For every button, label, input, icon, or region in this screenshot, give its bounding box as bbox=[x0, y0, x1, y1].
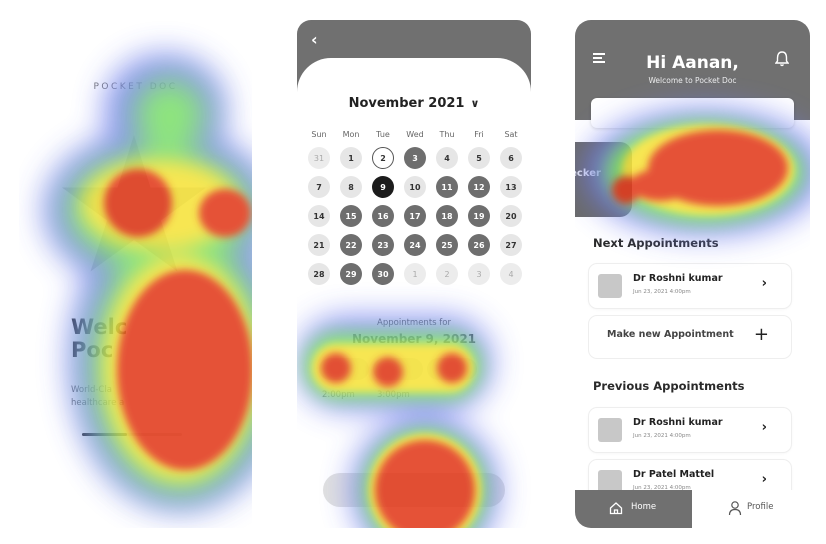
plus-icon: + bbox=[753, 324, 769, 345]
calendar-day[interactable]: 19 bbox=[468, 205, 490, 227]
calendar-day[interactable]: 3 bbox=[468, 263, 490, 285]
calendar-day[interactable]: 16 bbox=[372, 205, 394, 227]
bell-icon[interactable] bbox=[775, 50, 789, 68]
welcome-subtitle-line2: healthcare a bbox=[71, 398, 125, 408]
welcome-text: Welcome to Pocket Doc bbox=[648, 76, 737, 85]
brand-label: POCKET DOC bbox=[93, 82, 178, 92]
hamburger-menu-icon[interactable] bbox=[593, 53, 605, 63]
calendar-day[interactable]: 20 bbox=[500, 205, 522, 227]
slot-time-label: 3:00pm bbox=[377, 390, 410, 400]
calendar-day[interactable]: 2 bbox=[372, 147, 394, 169]
greeting: Hi Aanan, bbox=[646, 53, 739, 73]
calendar-day[interactable]: 4 bbox=[500, 263, 522, 285]
time-slot[interactable] bbox=[373, 358, 423, 380]
welcome-title-line1: Welc bbox=[71, 315, 128, 339]
calendar-day[interactable]: 27 bbox=[500, 234, 522, 256]
chevron-down-icon: ∨ bbox=[470, 97, 480, 110]
weekday-label: Sat bbox=[504, 130, 518, 139]
calendar-day[interactable]: 9 bbox=[372, 176, 394, 198]
calendar-card bbox=[297, 58, 531, 528]
doctor-avatar bbox=[598, 418, 622, 442]
previous-appointments-title: Previous Appointments bbox=[593, 379, 745, 393]
calendar-day[interactable]: 3 bbox=[404, 147, 426, 169]
weekday-label: Wed bbox=[406, 130, 424, 139]
calendar-day[interactable]: 13 bbox=[500, 176, 522, 198]
calendar-day[interactable]: 31 bbox=[308, 147, 330, 169]
onboarding-screen: POCKET DOC Welc Poc World-Cla healthcare… bbox=[19, 20, 252, 528]
nav-home-label: Home bbox=[631, 502, 657, 512]
calendar-day[interactable]: 22 bbox=[340, 234, 362, 256]
appointment-date: Jun 23, 2021 4:00pm bbox=[633, 485, 691, 491]
calendar-screen: ‹ November 2021 ∨ Appointments for Novemb… bbox=[297, 20, 531, 528]
calendar-day[interactable]: 8 bbox=[340, 176, 362, 198]
calendar-day[interactable]: 18 bbox=[436, 205, 458, 227]
appointment-card[interactable]: Dr Roshni kumar Jun 23, 2021 4:00pm › bbox=[589, 264, 791, 308]
welcome-subtitle: World-Cla healthcare a bbox=[71, 384, 251, 410]
calendar-day[interactable]: 26 bbox=[468, 234, 490, 256]
calendar-day[interactable]: 11 bbox=[436, 176, 458, 198]
month-selector[interactable]: November 2021 ∨ bbox=[297, 96, 531, 111]
calendar-day[interactable]: 23 bbox=[372, 234, 394, 256]
welcome-subtitle-line1: World-Cla bbox=[71, 385, 112, 395]
doctor-name: Dr Roshni kumar bbox=[633, 273, 723, 284]
calendar-day[interactable]: 29 bbox=[340, 263, 362, 285]
make-new-appointment-button[interactable]: Make new Appointment + bbox=[589, 316, 791, 358]
chevron-left-icon[interactable]: ‹ bbox=[311, 30, 318, 49]
appointments-label: Appointments for bbox=[377, 318, 451, 328]
appointment-date: Jun 23, 2021 4:00pm bbox=[633, 433, 691, 439]
doctor-name: Dr Patel Mattel bbox=[633, 469, 715, 480]
logo-star-icon bbox=[62, 135, 206, 272]
calendar-day[interactable]: 6 bbox=[500, 147, 522, 169]
make-new-label: Make new Appointment bbox=[607, 329, 734, 340]
calendar-day[interactable]: 1 bbox=[340, 147, 362, 169]
weekday-label: Fri bbox=[474, 130, 484, 139]
calendar-day[interactable]: 30 bbox=[372, 263, 394, 285]
nav-home[interactable]: Home bbox=[575, 490, 692, 528]
profile-icon bbox=[728, 501, 742, 516]
doctor-name: Dr Roshni kumar bbox=[633, 417, 723, 428]
search-bar[interactable] bbox=[591, 98, 794, 128]
tile-label: hecker bbox=[575, 168, 601, 179]
nav-profile[interactable]: Profile bbox=[692, 490, 810, 528]
calendar-day[interactable]: 2 bbox=[436, 263, 458, 285]
doctor-avatar bbox=[598, 274, 622, 298]
calendar-day[interactable]: 10 bbox=[404, 176, 426, 198]
home-icon bbox=[609, 502, 623, 515]
home-screen: Hi Aanan, Welcome to Pocket Doc hecker N… bbox=[575, 20, 810, 528]
nav-profile-label: Profile bbox=[747, 502, 774, 512]
welcome-title: Welc Poc bbox=[71, 316, 251, 362]
time-slot[interactable] bbox=[427, 358, 477, 380]
calendar-day[interactable]: 12 bbox=[468, 176, 490, 198]
appointment-date: Jun 23, 2021 4:00pm bbox=[633, 289, 691, 295]
progress-fill bbox=[82, 433, 127, 436]
calendar-day[interactable]: 17 bbox=[404, 205, 426, 227]
calendar-day[interactable]: 24 bbox=[404, 234, 426, 256]
appointment-card[interactable]: Dr Roshni kumar Jun 23, 2021 4:00pm › bbox=[589, 408, 791, 452]
chevron-right-icon: › bbox=[761, 472, 767, 487]
month-label: November 2021 bbox=[348, 96, 465, 111]
calendar-day[interactable]: 21 bbox=[308, 234, 330, 256]
chevron-right-icon: › bbox=[761, 420, 767, 435]
chevron-right-icon: › bbox=[761, 276, 767, 291]
calendar-day[interactable]: 7 bbox=[308, 176, 330, 198]
calendar-day[interactable]: 25 bbox=[436, 234, 458, 256]
confirm-button[interactable] bbox=[323, 473, 505, 507]
calendar-day[interactable]: 5 bbox=[468, 147, 490, 169]
welcome-title-line2: Poc bbox=[71, 338, 114, 362]
calendar-day[interactable]: 14 bbox=[308, 205, 330, 227]
calendar-day[interactable]: 4 bbox=[436, 147, 458, 169]
calendar-day[interactable]: 28 bbox=[308, 263, 330, 285]
onboarding-progress-bar bbox=[82, 433, 182, 436]
weekday-label: Thu bbox=[439, 130, 455, 139]
calendar-day[interactable]: 1 bbox=[404, 263, 426, 285]
appointments-date: November 9, 2021 bbox=[351, 332, 477, 346]
next-appointments-title: Next Appointments bbox=[593, 236, 719, 250]
time-slot[interactable] bbox=[319, 358, 369, 380]
weekday-label: Mon bbox=[342, 130, 360, 139]
weekday-label: Sun bbox=[311, 130, 327, 139]
symptom-checker-tile[interactable] bbox=[575, 142, 632, 217]
calendar-day[interactable]: 15 bbox=[340, 205, 362, 227]
slot-time-label: 2:00pm bbox=[322, 390, 355, 400]
weekday-label: Tue bbox=[376, 130, 390, 139]
